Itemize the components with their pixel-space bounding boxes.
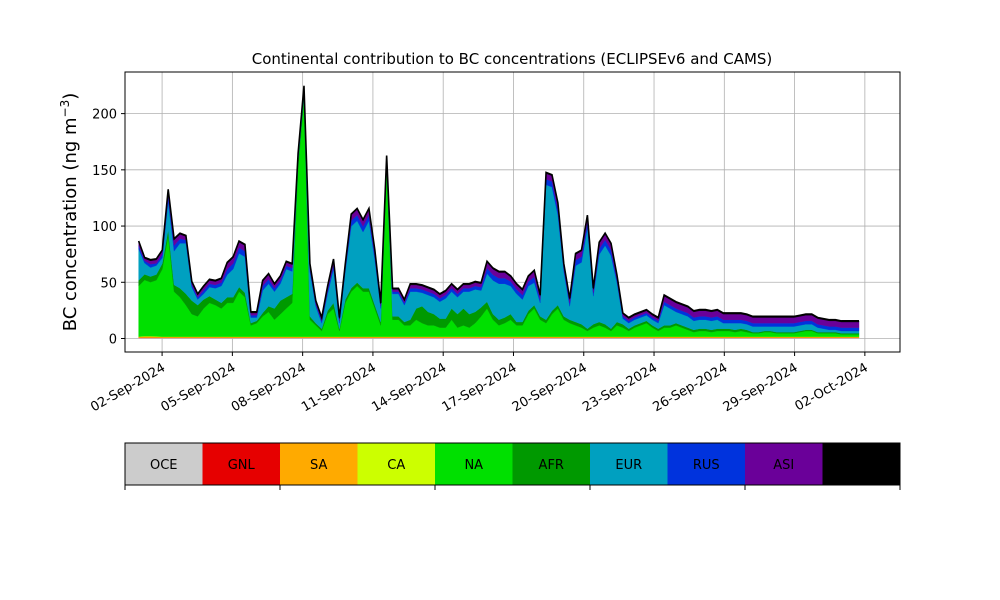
y-tick-label: 200 (92, 108, 117, 123)
legend-label-ca: CA (387, 458, 405, 473)
legend-swatch-na (435, 443, 513, 485)
legend-swatch-sa (280, 443, 358, 485)
legend-colorbar: OCE GNL SA CA NA AFR EUR RUS ASI AUS (124, 442, 901, 490)
legend-frame (124, 442, 901, 486)
y-axis-ticks: 0 50 100 150 200 (92, 108, 125, 348)
legend-swatch-rus (667, 443, 745, 485)
legend-label-na: NA (464, 458, 483, 473)
chart-title: Continental contribution to BC concentra… (252, 50, 773, 68)
legend-label-aus: AUS (848, 458, 875, 473)
y-tick-label: 50 (100, 276, 117, 291)
y-tick-label: 150 (92, 164, 117, 179)
total-outline (137, 85, 860, 322)
legend-label-eur: EUR (615, 458, 642, 473)
legend-label-asi: ASI (773, 458, 794, 473)
legend-label-oce: OCE (150, 458, 178, 473)
legend-swatch-asi (745, 443, 823, 485)
legend-label-sa: SA (310, 458, 327, 473)
y-axis-label: BC concentration (ng m−3) (58, 93, 81, 332)
y-axis-label-text: BC concentration (ng m (60, 117, 81, 331)
plot-frame (124, 71, 901, 353)
legend-swatch-afr (512, 443, 590, 485)
y-tick-label: 0 (109, 333, 117, 348)
legend-swatch-aus (822, 443, 900, 485)
y-axis-label-exponent: −3 (58, 100, 72, 118)
legend-label-rus: RUS (693, 458, 720, 473)
legend-swatch-eur (590, 443, 668, 485)
legend-swatch-oce (125, 443, 203, 485)
legend-swatch-ca (357, 443, 435, 485)
stacked-areas (137, 85, 860, 339)
legend-label-afr: AFR (539, 458, 564, 473)
legend-swatch-gnl (202, 443, 280, 485)
legend-label-gnl: GNL (228, 458, 256, 473)
y-tick-label: 100 (92, 220, 117, 235)
y-axis-label-close: ) (60, 93, 81, 100)
